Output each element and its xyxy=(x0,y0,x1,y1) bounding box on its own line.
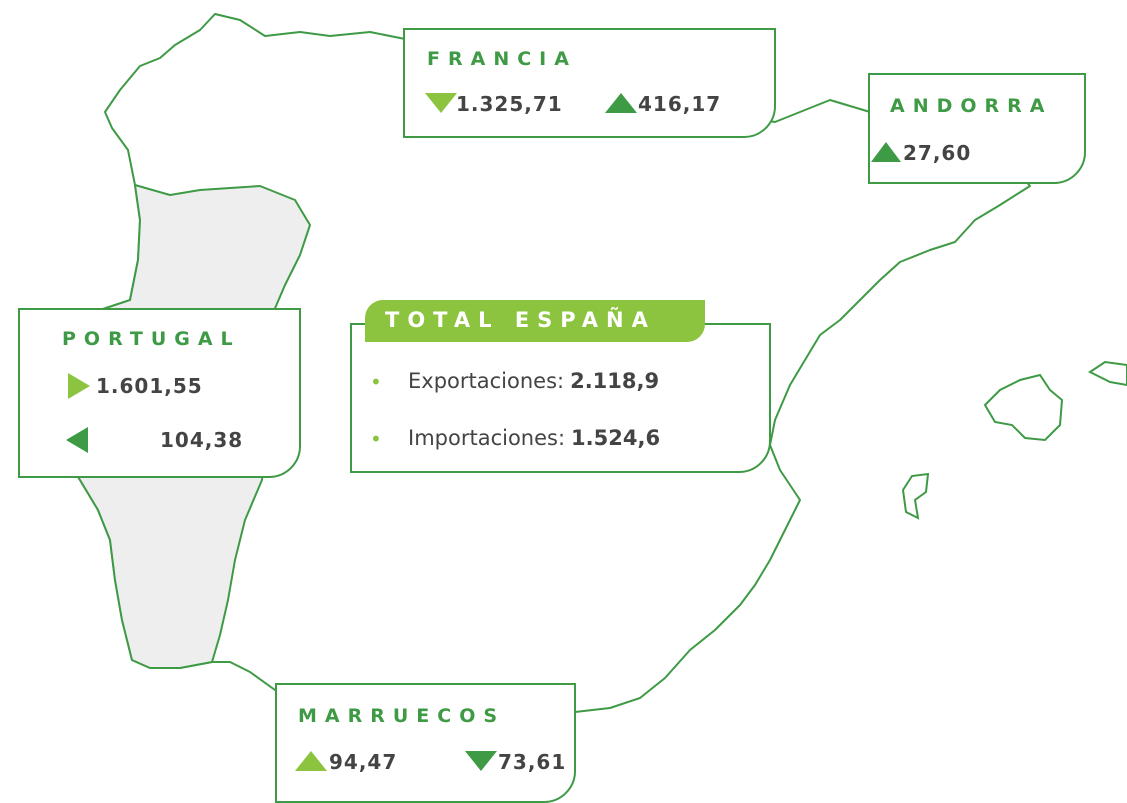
portugal-box xyxy=(18,308,301,478)
item-value: 1.524,6 xyxy=(571,426,661,450)
arrow-up xyxy=(295,751,327,771)
andorra-title: ANDORRA xyxy=(890,95,1053,117)
bullet: • xyxy=(370,427,382,451)
arrow-right xyxy=(68,373,90,399)
item-label: Exportaciones: xyxy=(408,369,565,393)
arrow-up xyxy=(605,93,637,113)
ibiza xyxy=(901,472,930,520)
portugal-title: PORTUGAL xyxy=(62,328,241,350)
total-box xyxy=(350,323,771,473)
arrow-down xyxy=(465,751,497,771)
item-value: 2.118,9 xyxy=(570,369,660,393)
arrow-left xyxy=(66,427,88,453)
marruecos-import: 73,61 xyxy=(498,750,567,774)
total-tab: TOTAL ESPAÑA xyxy=(365,300,705,342)
andorra-value: 27,60 xyxy=(903,141,972,165)
marruecos-box xyxy=(275,683,576,803)
mallorca xyxy=(983,373,1064,442)
arrow-down xyxy=(425,93,457,113)
arrow-up xyxy=(871,142,901,162)
marruecos-export: 94,47 xyxy=(329,750,398,774)
andorra-box xyxy=(868,73,1086,184)
francia-box xyxy=(403,28,776,138)
bullet: • xyxy=(370,370,382,394)
total-item: Importaciones: 1.524,6 xyxy=(408,426,660,450)
total-item: Exportaciones: 2.118,9 xyxy=(408,369,659,393)
portugal-export: 1.601,55 xyxy=(96,374,203,398)
total-title: TOTAL ESPAÑA xyxy=(385,308,656,332)
portugal-import: 104,38 xyxy=(160,428,244,452)
marruecos-title: MARRUECOS xyxy=(298,705,506,727)
menorca xyxy=(1088,360,1127,387)
item-label: Importaciones: xyxy=(408,426,566,450)
francia-import: 416,17 xyxy=(638,92,722,116)
francia-export: 1.325,71 xyxy=(456,92,563,116)
francia-title: FRANCIA xyxy=(427,48,577,70)
